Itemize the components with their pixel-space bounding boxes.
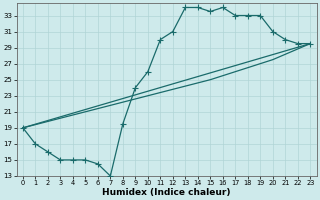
X-axis label: Humidex (Indice chaleur): Humidex (Indice chaleur)	[102, 188, 231, 197]
